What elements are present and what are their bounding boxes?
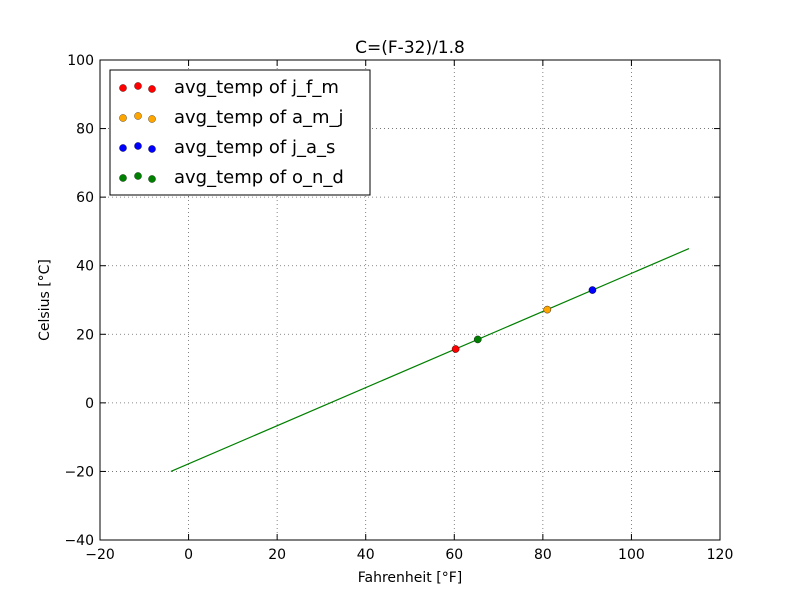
y-tick-label: −40 xyxy=(64,533,94,549)
legend-entry: avg_temp of j_f_m xyxy=(119,77,339,98)
x-axis-label: Fahrenheit [°F] xyxy=(358,570,462,586)
legend-marker xyxy=(134,142,142,150)
y-tick-label: 20 xyxy=(76,327,94,343)
legend-label: avg_temp of a_m_j xyxy=(174,107,344,128)
legend-marker xyxy=(148,145,156,153)
x-tick-label: 100 xyxy=(618,547,645,563)
legend: avg_temp of j_f_m avg_temp of a_m_j avg_te… xyxy=(109,69,371,196)
data-point xyxy=(588,286,597,294)
legend-marker xyxy=(119,174,127,182)
x-tick-label: 60 xyxy=(445,547,463,563)
x-tick-label: 0 xyxy=(184,547,193,563)
conversion-line xyxy=(170,248,690,472)
legend-entry: avg_temp of j_a_s xyxy=(119,137,335,158)
x-tick-label: 80 xyxy=(534,547,552,563)
data-point xyxy=(451,345,460,353)
data-points xyxy=(451,286,597,353)
x-tick-label: 120 xyxy=(707,547,734,563)
legend-entry: avg_temp of a_m_j xyxy=(119,107,344,128)
data-point xyxy=(473,335,482,344)
x-tick-label: 20 xyxy=(268,547,286,563)
chart-title: C=(F-32)/1.8 xyxy=(355,38,465,58)
x-tick-label: −20 xyxy=(85,547,115,563)
legend-marker xyxy=(148,175,156,183)
y-tick-label: −20 xyxy=(64,464,94,480)
legend-marker xyxy=(134,172,142,180)
conversion-line-path xyxy=(170,248,690,472)
y-tick-label: 80 xyxy=(76,122,94,138)
y-axis-label: Celsius [°C] xyxy=(37,259,53,341)
legend-label: avg_temp of j_a_s xyxy=(174,137,335,158)
plot-frame xyxy=(99,59,721,541)
legend-marker xyxy=(134,82,142,90)
legend-marker xyxy=(119,114,127,122)
y-tick-label: 60 xyxy=(76,190,94,206)
y-tick-label: 0 xyxy=(85,396,94,412)
legend-marker xyxy=(134,112,142,120)
legend-entry: avg_temp of o_n_d xyxy=(119,167,344,188)
legend-marker xyxy=(119,144,127,152)
x-tick-label: 40 xyxy=(357,547,375,563)
legend-marker xyxy=(148,115,156,123)
legend-marker xyxy=(119,84,127,92)
legend-label: avg_temp of o_n_d xyxy=(174,167,344,188)
y-tick-label: 100 xyxy=(67,53,94,69)
legend-marker xyxy=(148,85,156,93)
data-point xyxy=(543,305,552,314)
legend-label: avg_temp of j_f_m xyxy=(174,77,339,98)
y-tick-label: 40 xyxy=(76,259,94,275)
